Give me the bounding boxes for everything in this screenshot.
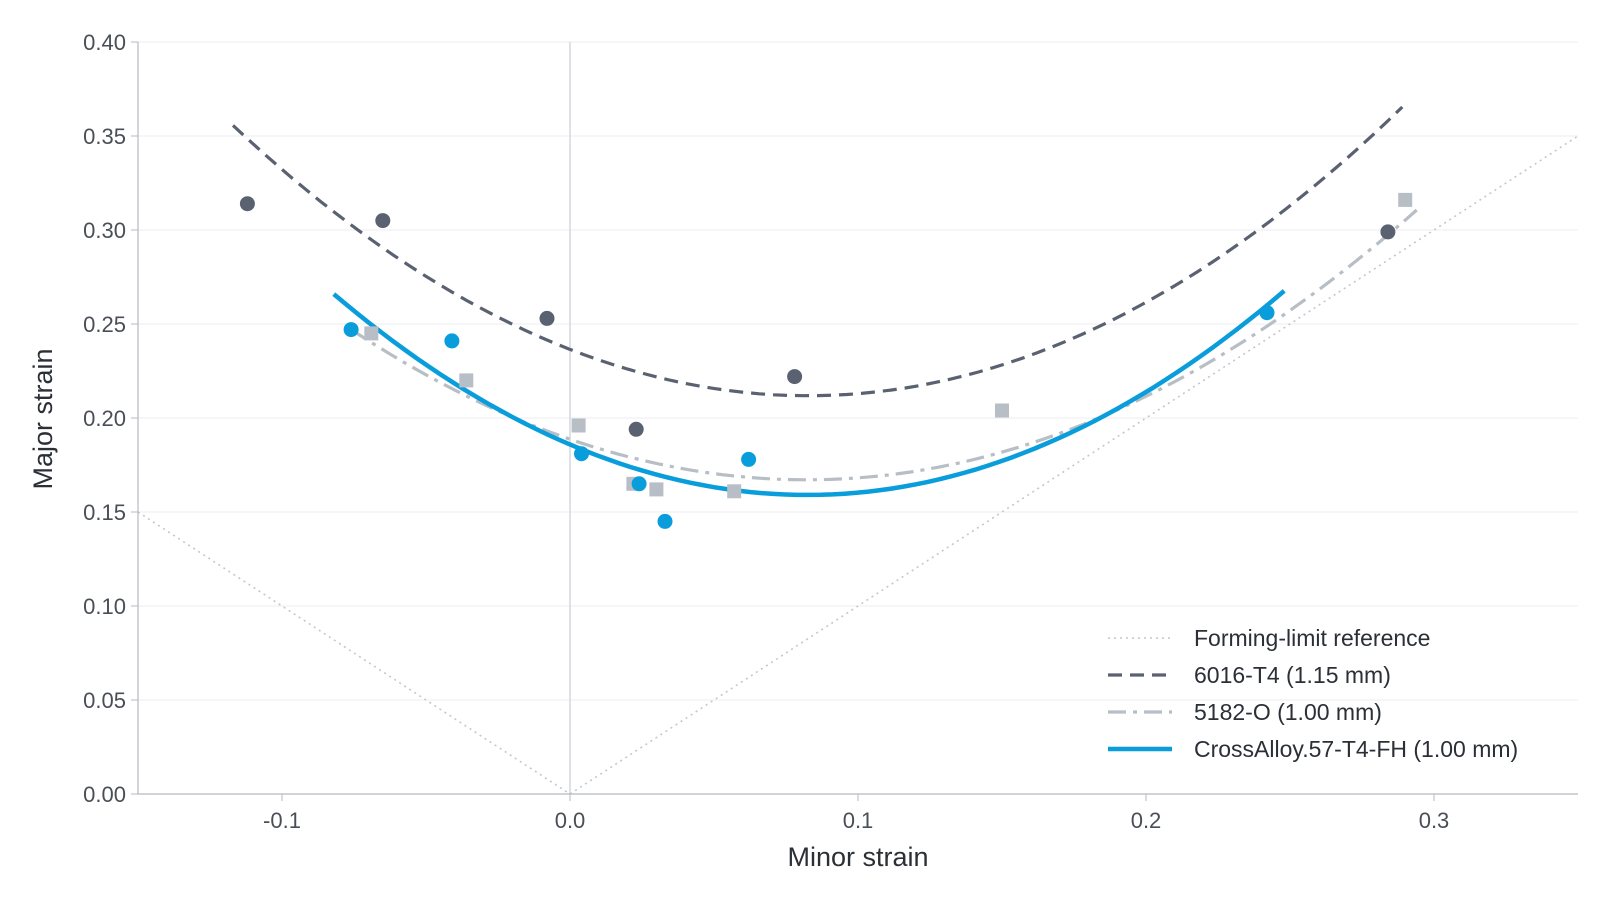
data-point (631, 476, 647, 492)
data-points (239, 192, 1413, 529)
reference-lines (137, 135, 1579, 795)
tick-labels: 0.00 0.05 0.10 0.15 0.20 0.25 0.30 0.35 0.40 -0.1… (83, 30, 1449, 833)
data-point (364, 326, 379, 341)
y-tick-label: 0.10 (83, 594, 126, 619)
legend-label: 5182-O (1.00 mm) (1194, 699, 1382, 725)
legend: Forming-limit reference 6016-T4 (1.15 mm)… (1108, 625, 1518, 762)
y-tick-label: 0.20 (83, 406, 126, 431)
fit-curve (350, 208, 1418, 482)
data-point (1259, 305, 1275, 321)
data-point (1380, 224, 1396, 240)
legend-label: Forming-limit reference (1194, 625, 1430, 651)
forming-limit-reference-line (137, 135, 1579, 795)
x-tick-label: 0.2 (1131, 808, 1162, 833)
data-point (657, 513, 673, 529)
x-tick-label: 0.0 (555, 808, 586, 833)
fit-curves (231, 105, 1418, 498)
x-axis-title: Minor strain (787, 842, 928, 872)
data-point (727, 484, 742, 499)
data-point (995, 403, 1009, 418)
y-tick-label: 0.25 (83, 312, 126, 337)
y-tick-label: 0.30 (83, 218, 126, 243)
data-point (628, 421, 644, 437)
y-tick-label: 0.15 (83, 500, 126, 525)
data-point (571, 418, 586, 433)
x-tick-label: -0.1 (263, 808, 301, 833)
legend-label: CrossAlloy.57-T4-FH (1.00 mm) (1194, 736, 1518, 762)
data-point (539, 310, 555, 326)
data-point (375, 213, 391, 229)
data-point (343, 322, 359, 338)
data-point (239, 196, 255, 212)
y-tick-label: 0.00 (83, 782, 126, 807)
data-point (444, 333, 460, 349)
y-tick-label: 0.35 (83, 124, 126, 149)
grid-lines (138, 41, 1578, 794)
x-tick-label: 0.1 (843, 808, 874, 833)
legend-label: 6016-T4 (1.15 mm) (1194, 662, 1391, 688)
fit-curve (231, 105, 1404, 398)
data-point (787, 369, 803, 385)
y-tick-label: 0.40 (83, 30, 126, 55)
axes (131, 41, 1578, 801)
data-point (459, 373, 474, 388)
y-axis-title: Major strain (28, 348, 58, 489)
y-tick-label: 0.05 (83, 688, 126, 713)
fit-curve (332, 289, 1286, 498)
x-tick-label: 0.3 (1419, 808, 1450, 833)
data-point (649, 482, 664, 497)
data-point (1398, 192, 1413, 207)
data-point (741, 451, 757, 467)
data-point (574, 446, 589, 462)
